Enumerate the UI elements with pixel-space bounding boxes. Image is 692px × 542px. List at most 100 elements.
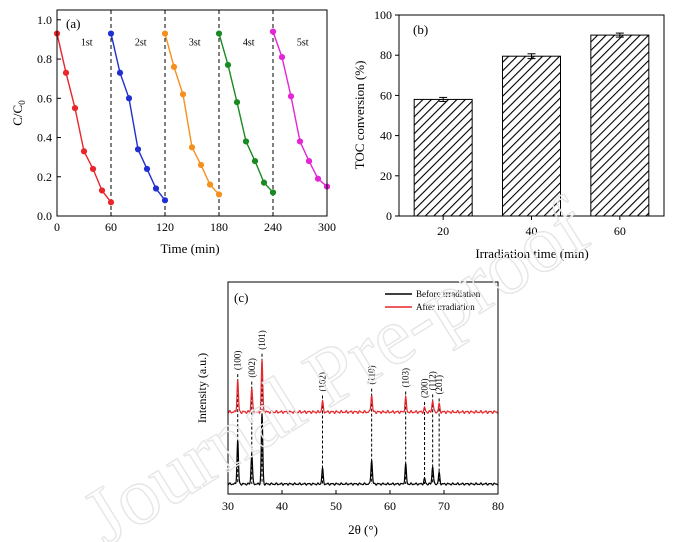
chart-b-bars xyxy=(413,32,650,217)
y-tick-label: 0 xyxy=(386,209,392,223)
data-point xyxy=(107,199,115,206)
chart-c-ylabel: Intensity (a.u.) xyxy=(195,353,209,423)
peak-label: (002) xyxy=(247,358,257,378)
data-point xyxy=(197,161,205,169)
x-tick-label: 60 xyxy=(614,224,626,238)
y-tick-label: 60 xyxy=(380,88,392,102)
data-point xyxy=(260,179,268,186)
watermark-text: Journal Pre-proof xyxy=(67,180,604,542)
y-tick-label: 20 xyxy=(380,169,392,183)
data-point xyxy=(80,148,88,155)
y-tick-label: 0.8 xyxy=(37,52,52,66)
chart-b-panel-label: (b) xyxy=(413,22,428,37)
data-point xyxy=(206,181,214,188)
chart-a-panel-label: (a) xyxy=(66,16,80,31)
y-tick-label: 0.6 xyxy=(37,91,52,105)
data-point xyxy=(134,146,142,153)
data-point xyxy=(233,99,241,106)
data-point xyxy=(215,30,223,37)
chart-b: 20 40 60 0 20 40 60 80 100 (b) Irradiation time … xyxy=(352,8,665,261)
chart-c-frame xyxy=(227,281,499,495)
data-point xyxy=(287,93,295,100)
data-point xyxy=(242,138,250,145)
chart-c-series xyxy=(227,359,499,486)
chart-c-peak-labels: (100) (002)(101) (102) (110) (103) (200)(112)… xyxy=(233,330,444,398)
x-tick-label: 20 xyxy=(437,224,449,238)
x-tick-label: 40 xyxy=(276,499,288,513)
data-point xyxy=(224,61,232,69)
cycle-label-2: 2st xyxy=(135,37,147,48)
data-point xyxy=(62,69,70,76)
y-tick-label: 1.0 xyxy=(37,13,52,27)
data-point xyxy=(125,95,133,102)
chart-c-legend: Before irradiation After irradiation xyxy=(385,289,481,312)
chart-a-ylabel: C/C0 xyxy=(10,100,27,126)
data-point xyxy=(71,104,79,112)
chart-a-ticks: 0 60 120 180 240 300 0.0 0.2 0.4 0.6 0.8 1.0 xyxy=(37,13,336,234)
peak-label: (112) xyxy=(428,371,438,390)
y-tick-label: 0.4 xyxy=(37,131,52,145)
x-tick-label: 0 xyxy=(54,220,60,234)
y-tick-label: 0.0 xyxy=(37,209,52,223)
data-point xyxy=(161,30,169,37)
x-tick-label: 240 xyxy=(264,220,282,234)
chart-a-xlabel: Time (min) xyxy=(160,241,219,256)
data-point xyxy=(188,144,196,151)
data-point xyxy=(98,187,106,194)
chart-c: 30 40 50 60 70 80 (100) (002)(101)(102) (110) (1… xyxy=(195,281,504,537)
data-point xyxy=(296,138,304,145)
chart-b-ylabel: TOC conversion (%) xyxy=(352,61,367,170)
data-point xyxy=(179,91,187,98)
chart-a-cycle-labels: 1st 2st 3st 4st 5st xyxy=(81,37,309,48)
x-tick-label: 60 xyxy=(105,220,117,234)
data-point xyxy=(89,165,97,173)
data-point xyxy=(269,189,277,196)
cycle-label-4: 4st xyxy=(243,37,255,48)
chart-c-legend-after: After irradiation xyxy=(416,302,475,312)
data-point xyxy=(107,30,115,37)
chart-a-dividers xyxy=(110,10,274,216)
data-point xyxy=(215,191,223,198)
x-tick-label: 120 xyxy=(156,220,174,234)
chart-a: 0 60 120 180 240 300 0.0 0.2 0.4 0.6 0.8 1.0 1st 2st… xyxy=(10,9,336,256)
data-point xyxy=(314,175,322,182)
y-tick-label: 100 xyxy=(374,8,392,22)
series-after-irradiation xyxy=(227,359,499,415)
cycle-label-3: 3st xyxy=(189,37,201,48)
chart-c-xlabel: 2θ (°) xyxy=(348,522,378,537)
chart-b-ticks: 20 40 60 0 20 40 60 80 100 xyxy=(374,8,626,238)
x-tick-label: 60 xyxy=(384,499,396,513)
chart-c-ticks: 30 40 50 60 70 80 xyxy=(222,490,504,513)
peak-label: (200) xyxy=(420,378,430,398)
peak-label: (101) xyxy=(257,330,267,350)
peak-label: (102) xyxy=(318,372,328,392)
bar-20 xyxy=(413,98,473,217)
data-point xyxy=(170,63,178,70)
data-point xyxy=(161,197,169,204)
data-point xyxy=(278,53,286,61)
peak-label: (110) xyxy=(367,365,377,384)
cycle-label-5: 5st xyxy=(297,37,309,48)
data-point xyxy=(152,185,160,192)
peak-label: (201) xyxy=(434,375,444,395)
data-point xyxy=(143,165,151,173)
data-point xyxy=(116,69,124,76)
x-tick-label: 30 xyxy=(222,499,234,513)
y-tick-label: 40 xyxy=(380,129,392,143)
x-tick-label: 50 xyxy=(330,499,342,513)
chart-a-frame xyxy=(56,9,328,217)
peak-label: (100) xyxy=(233,351,243,371)
peak-label: (103) xyxy=(401,368,411,388)
chart-c-legend-before: Before irradiation xyxy=(416,289,481,299)
x-tick-label: 40 xyxy=(526,224,538,238)
data-point xyxy=(269,28,277,35)
data-point xyxy=(251,157,259,165)
chart-a-series xyxy=(53,28,331,206)
y-tick-label: 0.2 xyxy=(37,170,52,184)
y-tick-label: 80 xyxy=(380,48,392,62)
series-before-irradiation xyxy=(227,413,499,486)
x-tick-label: 80 xyxy=(492,499,504,513)
x-tick-label: 300 xyxy=(318,220,336,234)
chart-b-xlabel: Irradiation time (min) xyxy=(475,246,588,261)
